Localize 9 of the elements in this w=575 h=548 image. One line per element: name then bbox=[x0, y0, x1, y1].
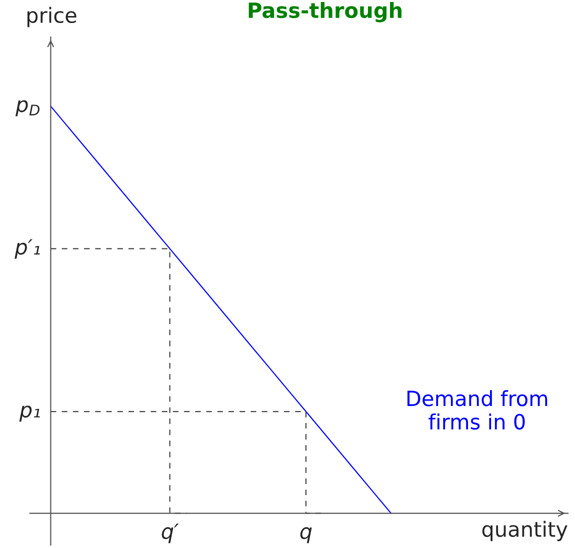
x-tick-label: q′ bbox=[162, 524, 179, 544]
x-tick-label: q bbox=[300, 527, 312, 544]
text: Demand from firms in 0 bbox=[407, 390, 548, 430]
chart-title: Pass-through bbox=[248, 2, 402, 22]
x-axis-title: quantity bbox=[482, 520, 568, 542]
y-axis-title: price bbox=[27, 6, 76, 28]
annotation: p′₁ bbox=[14, 239, 40, 259]
annotation: p₁ bbox=[19, 406, 40, 422]
annotation: p$_{D}$ bbox=[16, 100, 40, 116]
